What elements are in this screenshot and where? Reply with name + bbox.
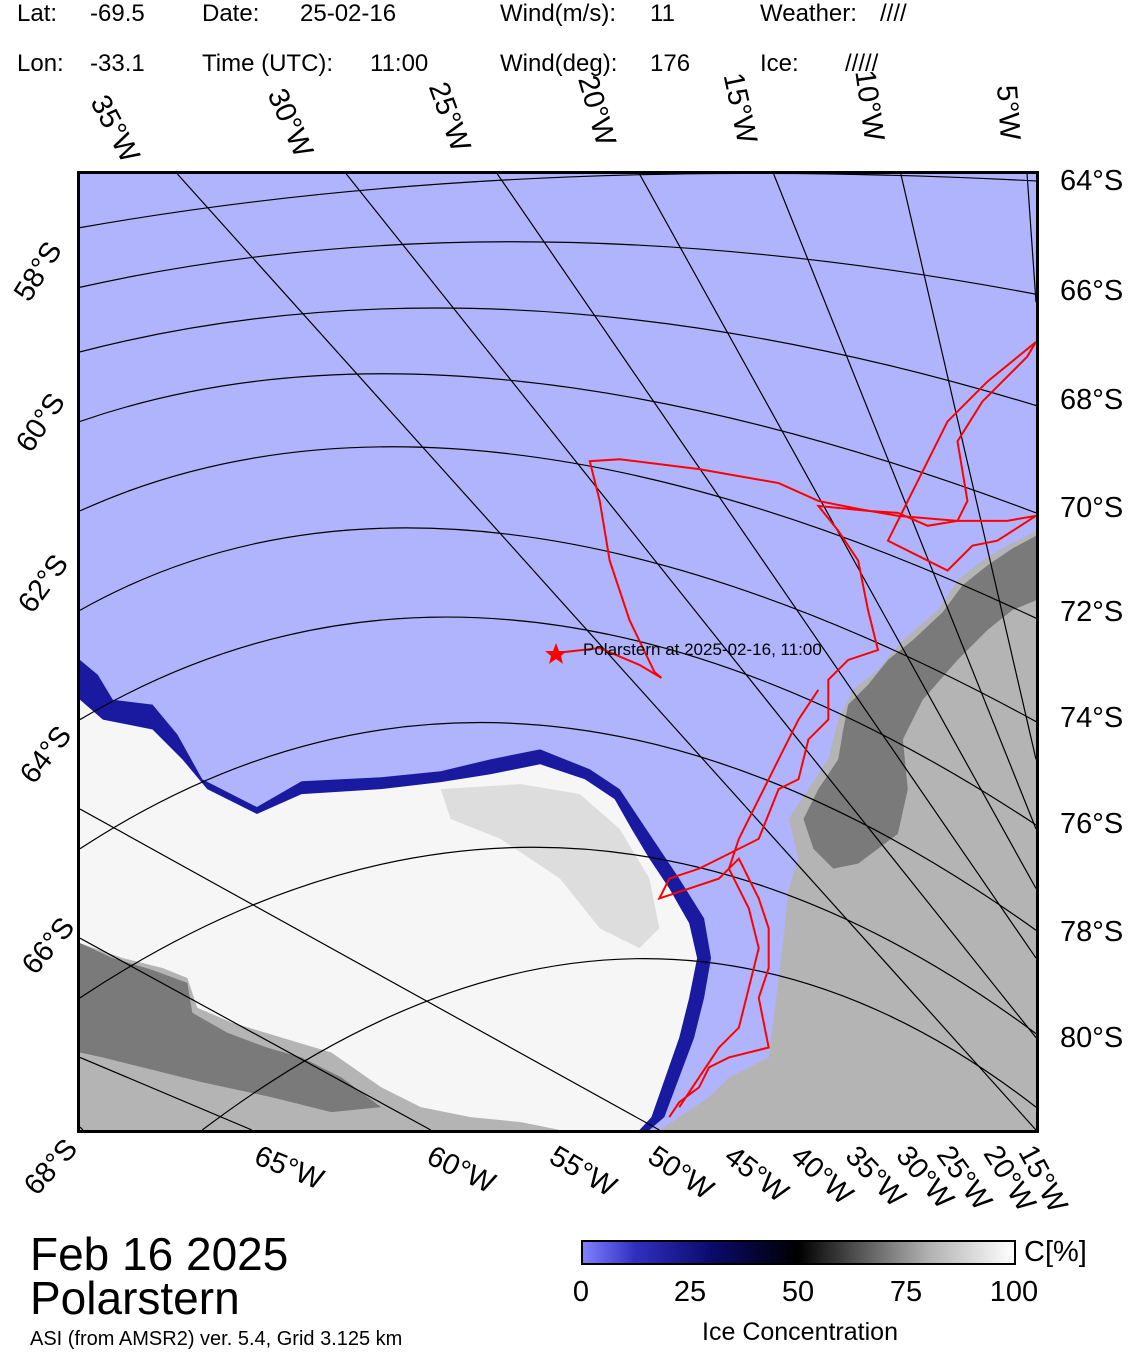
lon-label-top-20w: 20°W bbox=[571, 72, 622, 150]
lon-label: Lon: bbox=[17, 50, 64, 77]
lon-label-top-10w: 10°W bbox=[848, 68, 890, 143]
lon-label-bottom-60w: 60°W bbox=[421, 1140, 501, 1200]
lat-label-right-68s: 68°S bbox=[1060, 384, 1124, 416]
lon-label-top-35w: 35°W bbox=[83, 90, 146, 168]
lat-label-right-70s: 70°S bbox=[1060, 492, 1124, 524]
lat-label-right-72s: 72°S bbox=[1060, 596, 1124, 628]
date-value: 25-02-16 bbox=[300, 0, 397, 27]
lon-label-bottom-40w: 40°W bbox=[784, 1140, 859, 1212]
colorbar-tick-0: 0 bbox=[572, 1276, 590, 1308]
colorbar-tick-25: 25 bbox=[673, 1276, 707, 1308]
ship-position-label: Polarstern at 2025-02-16, 11:00 bbox=[583, 640, 822, 659]
ice-concentration-map: Polarstern at 2025-02-16, 11:00 bbox=[77, 171, 1039, 1133]
latitude-lines bbox=[80, 174, 1036, 1130]
ship-position-star bbox=[545, 643, 567, 664]
land-dark bbox=[803, 535, 1036, 869]
lat-label-right-64s: 64°S bbox=[1060, 165, 1124, 197]
lat-value: -69.5 bbox=[90, 0, 145, 27]
colorbar-tick-75: 75 bbox=[889, 1276, 923, 1308]
lon-label-bottom-50w: 50°W bbox=[642, 1140, 720, 1207]
lon-label-bottom-65w: 65°W bbox=[250, 1140, 329, 1197]
lon-label-top-25w: 25°W bbox=[421, 78, 477, 156]
lat-label-left-60s: 60°S bbox=[10, 387, 72, 458]
wind-speed-label: Wind(m/s): bbox=[500, 0, 616, 27]
lon-label-top-15w: 15°W bbox=[716, 70, 763, 147]
ice-texture bbox=[440, 784, 660, 949]
colorbar bbox=[581, 1240, 1016, 1265]
lat-label-right-80s: 80°S bbox=[1060, 1022, 1124, 1054]
lat-label-right-76s: 76°S bbox=[1060, 808, 1124, 840]
lat-label-left-58s: 58°S bbox=[8, 236, 69, 307]
lon-label-bottom-45w: 45°W bbox=[718, 1140, 795, 1210]
colorbar-tick-50: 50 bbox=[781, 1276, 815, 1308]
ship-track bbox=[555, 341, 1036, 1118]
ice-value: ///// bbox=[845, 50, 879, 77]
wind-direction-label: Wind(deg): bbox=[500, 50, 618, 77]
lat-label-left-68s: 68°S bbox=[18, 1133, 85, 1202]
weather-value: //// bbox=[880, 0, 907, 27]
footer-vessel: Polarstern bbox=[30, 1272, 240, 1324]
colorbar-unit: C[%] bbox=[1024, 1236, 1087, 1268]
lat-label-left-62s: 62°S bbox=[12, 548, 76, 619]
wind-direction-value: 176 bbox=[650, 50, 691, 77]
lon-label-bottom-55w: 55°W bbox=[544, 1140, 622, 1204]
land-bottom-left-light bbox=[80, 943, 560, 1130]
colorbar-title: Ice Concentration bbox=[702, 1318, 898, 1346]
time-label: Time (UTC): bbox=[202, 50, 334, 77]
lat-label-right-66s: 66°S bbox=[1060, 275, 1124, 307]
lat-label: Lat: bbox=[17, 0, 58, 27]
lon-value: -33.1 bbox=[90, 50, 145, 77]
time-value: 11:00 bbox=[370, 50, 429, 77]
lon-label-top-30w: 30°W bbox=[260, 84, 319, 163]
weather-label: Weather: bbox=[760, 0, 857, 27]
lat-label-right-74s: 74°S bbox=[1060, 702, 1124, 734]
lon-label-top-5w: 5°W bbox=[990, 84, 1026, 142]
ice-label: Ice: bbox=[760, 50, 799, 77]
map-canvas bbox=[80, 174, 1036, 1130]
footer-date: Feb 16 2025 bbox=[30, 1228, 289, 1280]
wind-speed-value: 11 bbox=[650, 0, 675, 27]
lat-label-left-64s: 64°S bbox=[14, 720, 79, 790]
colorbar-tick-100: 100 bbox=[989, 1276, 1039, 1308]
lat-label-right-78s: 78°S bbox=[1060, 916, 1124, 948]
footer-source: ASI (from AMSR2) ver. 5.4, Grid 3.125 km bbox=[30, 1328, 403, 1350]
date-label: Date: bbox=[202, 0, 260, 27]
lat-label-left-66s: 66°S bbox=[16, 911, 82, 981]
land-bottom-left-dark bbox=[80, 943, 382, 1113]
